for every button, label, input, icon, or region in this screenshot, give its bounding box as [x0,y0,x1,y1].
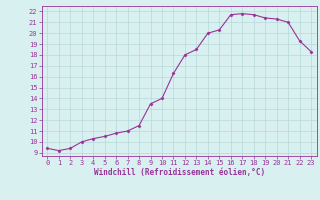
X-axis label: Windchill (Refroidissement éolien,°C): Windchill (Refroidissement éolien,°C) [94,168,265,177]
